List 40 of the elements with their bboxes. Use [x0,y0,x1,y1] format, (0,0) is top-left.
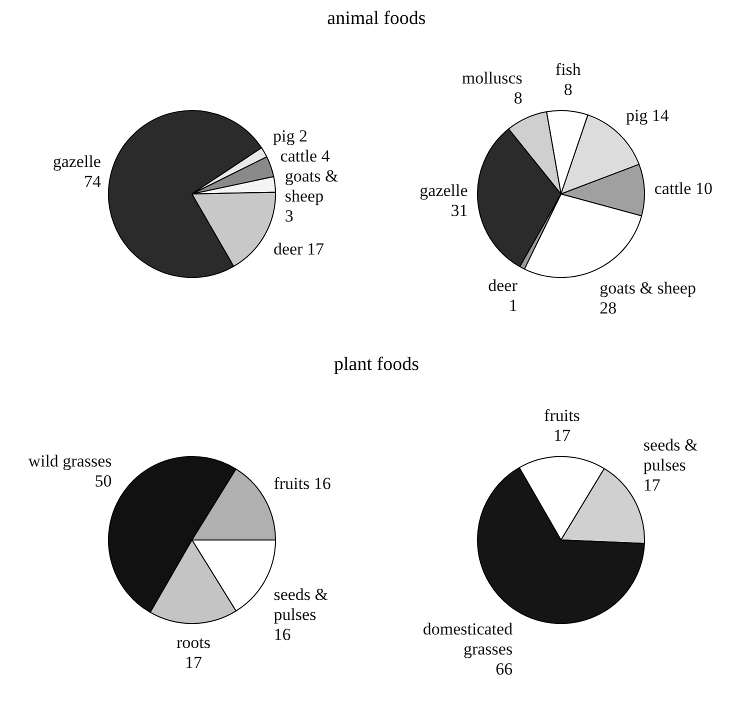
data-label: 17 [643,475,661,494]
slice-label: cattle [654,178,692,198]
data-label: 14 [652,106,670,126]
slice-label: seeds & pulses [643,435,698,474]
slice-label: gazelle [52,152,101,172]
data-label: 10 [695,178,712,198]
data-label: 8 [564,80,572,100]
text: animal foods [326,8,427,31]
data-label: 3 [284,206,294,226]
slice-label: goats & sheep [284,166,338,206]
data-label: 28 [600,298,617,318]
slice-label: goats & sheep [600,278,696,298]
slice-label: wild grasses [28,451,112,470]
data-label: 66 [496,659,513,678]
data-label: 1 [508,296,518,316]
data-label: 50 [94,471,112,490]
slice-label: domesticated grasses [422,619,514,658]
data-label: 31 [450,200,468,220]
data-label: 17 [306,239,324,258]
text: plant foods [333,354,420,377]
data-label: 16 [314,474,331,494]
slice-label: pig [272,126,296,146]
data-label: 74 [84,172,102,192]
slice-label: roots [176,632,210,652]
data-label: 16 [274,624,291,644]
slice-label: deer [273,239,304,258]
data-label: 8 [514,88,522,108]
slice-label: deer [488,276,518,296]
slice-label: molluscs [462,68,522,88]
slice-label: gazelle [420,180,468,200]
data-label: 17 [184,652,202,672]
data-label: 2 [298,126,308,146]
slice-label: fruits [274,474,310,494]
slice-label: fruits [544,406,580,425]
slice-label: cattle [280,146,318,166]
data-label: 17 [553,426,571,445]
data-label: 4 [321,146,330,166]
slice-label: pig [626,106,648,126]
slice-label: fish [555,60,582,80]
slice-label: seeds & pulses [274,584,328,624]
